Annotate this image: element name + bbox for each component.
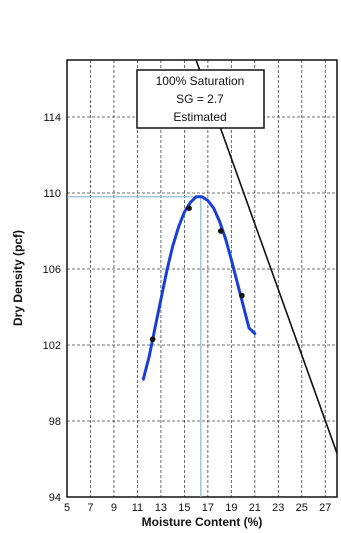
annotation-line-1: 100% Saturation	[156, 74, 245, 88]
y-tick-label: 98	[49, 416, 61, 428]
x-tick-label: 15	[178, 502, 190, 514]
test-point	[186, 205, 192, 211]
x-tick-label: 9	[111, 502, 117, 514]
annotation-box: 100% Saturation SG = 2.7 Estimated	[136, 69, 265, 129]
x-tick-label: 27	[319, 502, 331, 514]
plot-frame	[66, 59, 338, 498]
x-tick-label: 17	[202, 502, 214, 514]
x-axis-title: Moisture Content (%)	[142, 515, 263, 529]
x-tick-label: 11	[132, 502, 143, 514]
y-tick-label: 106	[43, 264, 61, 276]
annotation-line-3: Estimated	[173, 110, 226, 124]
y-tick-label: 110	[43, 188, 61, 200]
annotation-line-2: SG = 2.7	[176, 92, 224, 106]
optimum-reference-lines	[67, 196, 202, 497]
x-tick-label: 7	[87, 502, 93, 514]
tick-labels: 5 7 9 11 13 15 17 19 21 23 25 27 94 98 102 106 110 114	[43, 112, 332, 514]
x-tick-label: 13	[155, 502, 167, 514]
y-axis-title: Dry Density (pcf)	[11, 230, 25, 326]
x-tick-label: 23	[272, 502, 284, 514]
x-tick-label: 19	[225, 502, 237, 514]
compaction-curve	[141, 195, 257, 381]
test-point	[149, 336, 156, 343]
x-tick-label: 5	[64, 502, 70, 514]
x-tick-label: 21	[249, 502, 261, 514]
y-tick-label: 94	[49, 492, 61, 504]
y-tick-label: 114	[43, 112, 61, 124]
x-tick-label: 25	[296, 502, 308, 514]
y-tick-label: 102	[43, 340, 61, 352]
test-point	[217, 228, 224, 234]
test-point	[239, 292, 245, 299]
